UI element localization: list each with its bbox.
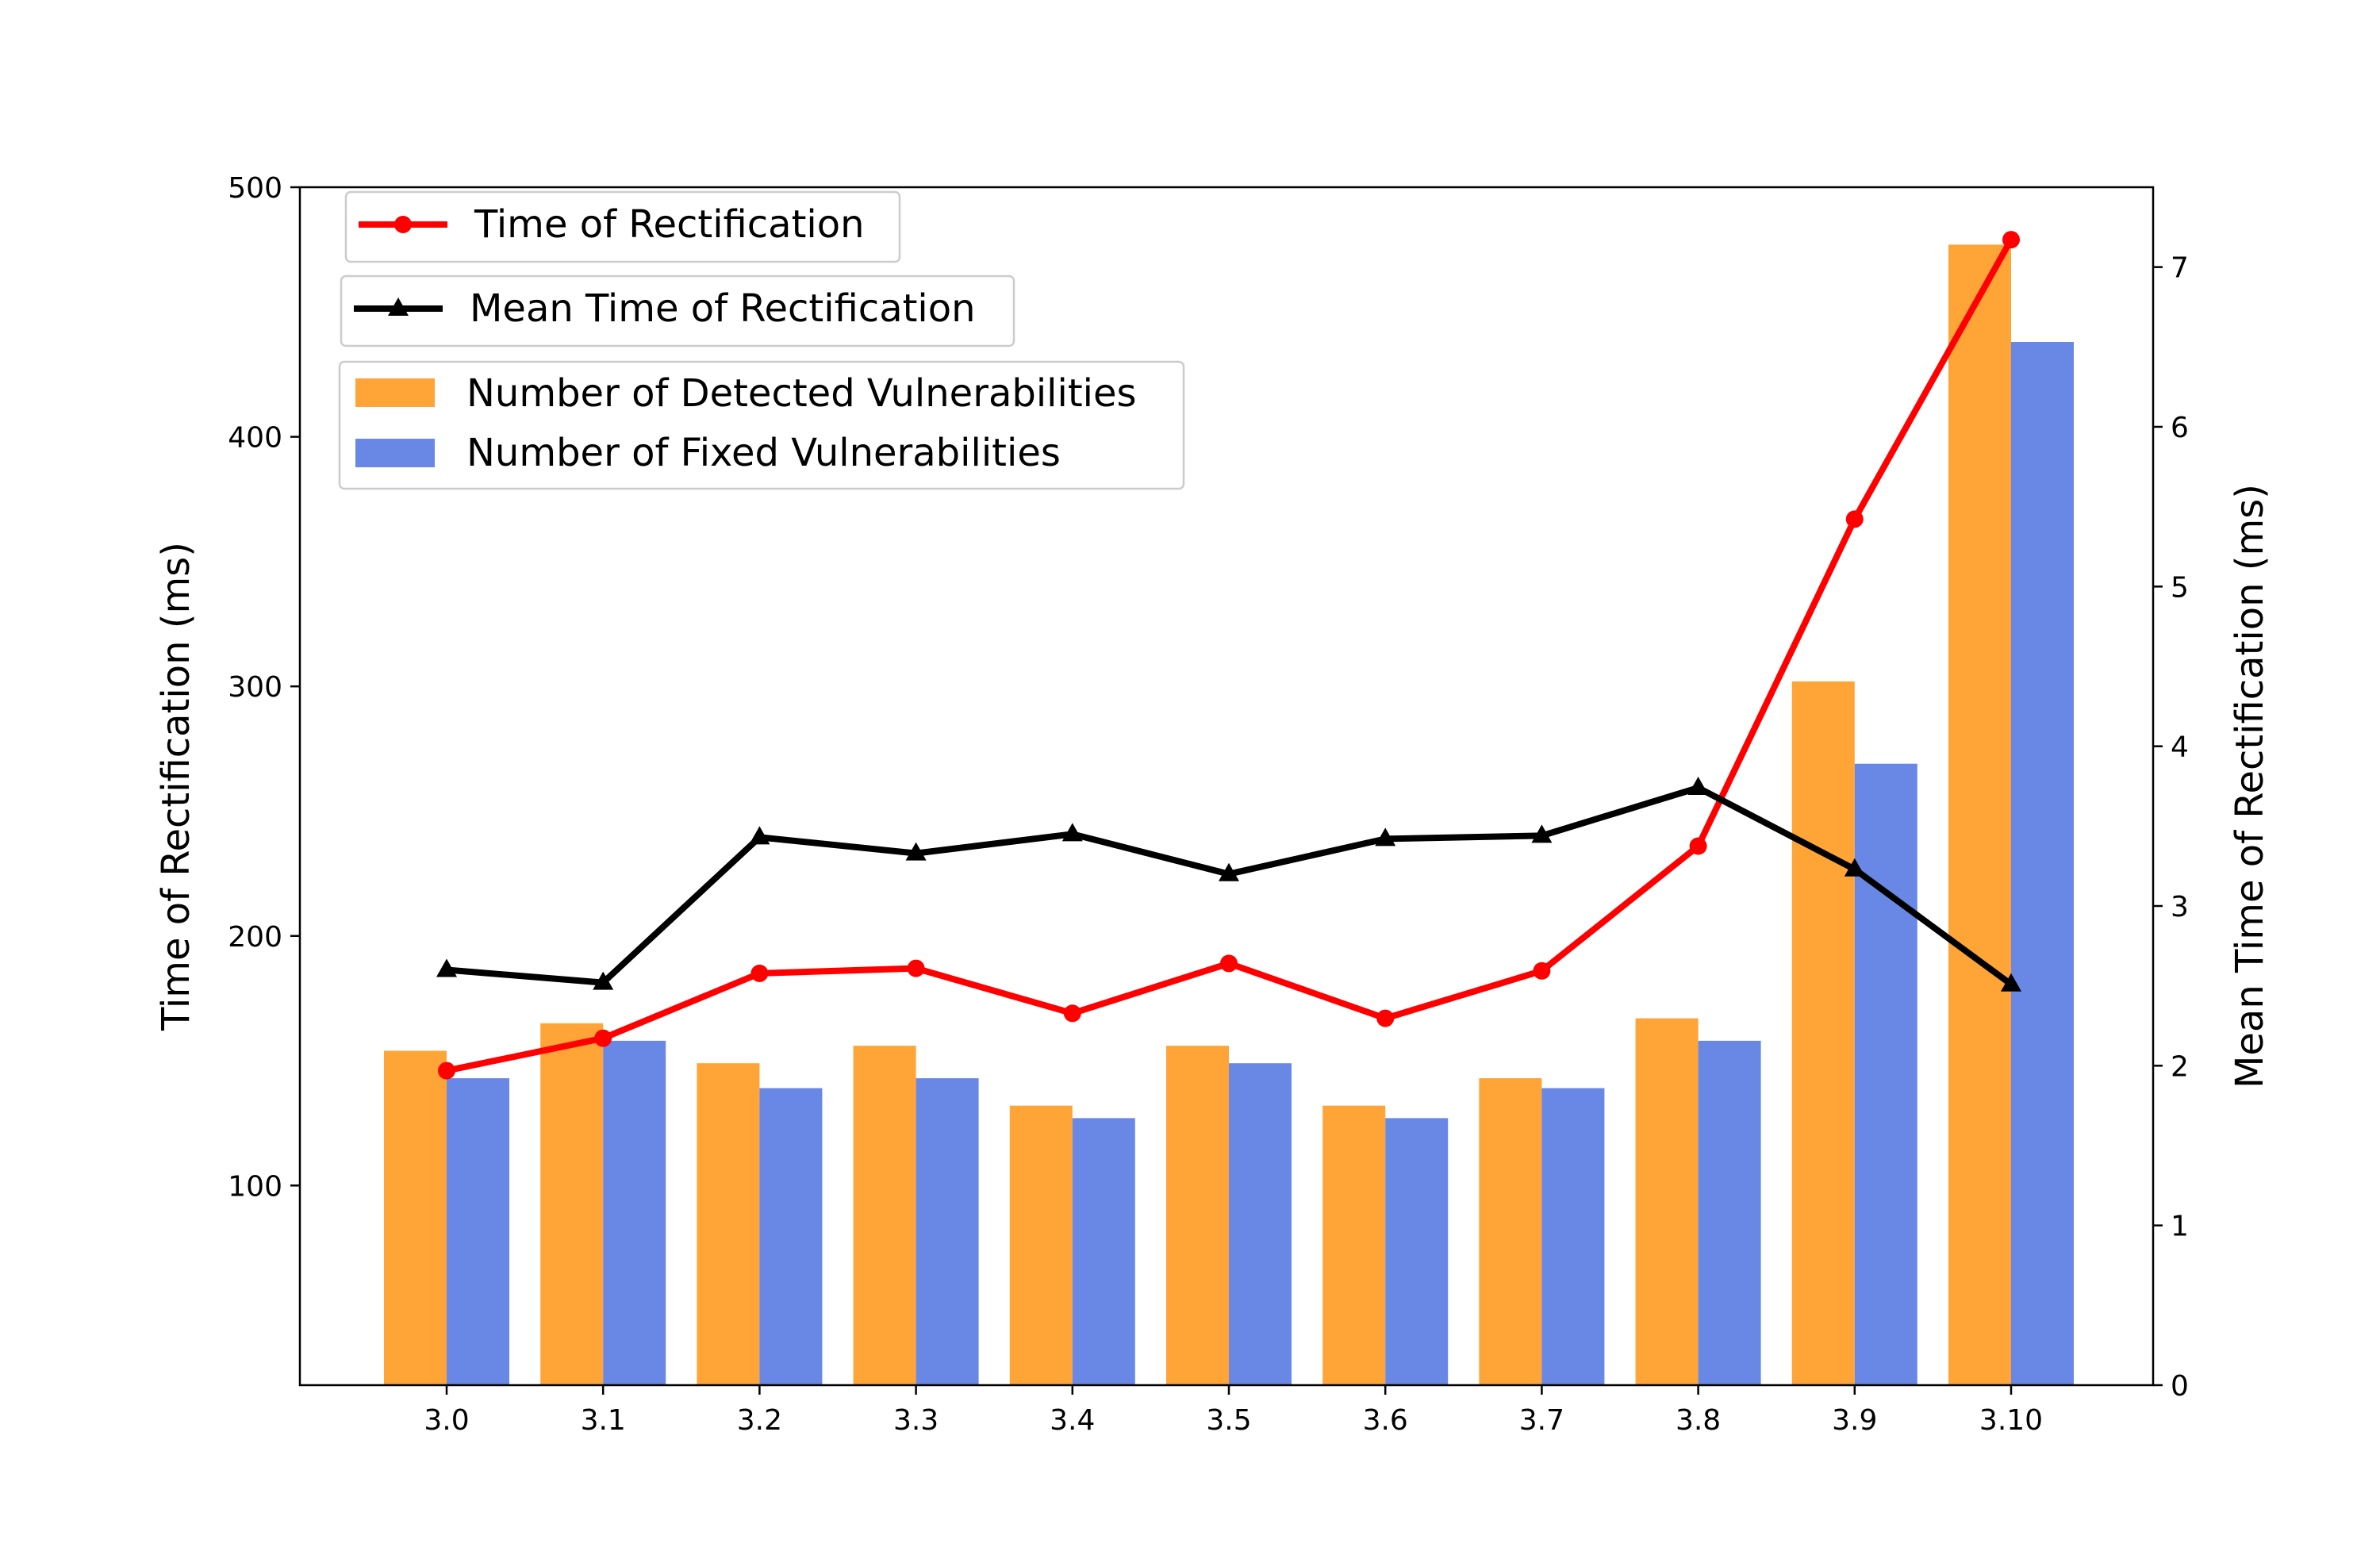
- point-time-3.1: [594, 1029, 612, 1047]
- x-tick-label-3.10: 3.10: [1979, 1404, 2043, 1437]
- point-time-3.6: [1376, 1009, 1395, 1027]
- y-tick-label-200: 200: [228, 921, 282, 954]
- bar-detected-3.1: [540, 1023, 604, 1385]
- y-tick-label-100: 100: [228, 1170, 282, 1203]
- bar-detected-3.9: [1791, 681, 1855, 1385]
- y2-tick-label-2: 2: [2171, 1050, 2189, 1083]
- bar-detected-3.7: [1479, 1078, 1542, 1385]
- point-mean-3.9: [1844, 858, 1865, 877]
- y2-tick-label-3: 3: [2171, 891, 2189, 923]
- point-mean-3.4: [1061, 823, 1083, 842]
- y-tick-label-300: 300: [228, 671, 282, 704]
- legend-time-of-rectification: Time of Rectification: [344, 190, 901, 263]
- point-time-3.4: [1063, 1004, 1081, 1023]
- y-tick-label-500: 500: [228, 172, 282, 205]
- legend-frame-2: [340, 274, 1015, 347]
- bar-detected-3.0: [384, 1050, 447, 1385]
- bar-fixed-3.3: [916, 1078, 979, 1385]
- point-time-3.10: [2002, 231, 2020, 249]
- bar-fixed-3.6: [1385, 1118, 1449, 1385]
- point-time-3.0: [438, 1061, 455, 1080]
- bar-fixed-3.5: [1229, 1063, 1292, 1385]
- y2-tick-label-4: 4: [2171, 731, 2189, 764]
- bar-detected-3.6: [1322, 1105, 1386, 1385]
- legend-vulnerabilities: Number of Detected Vulnerabilities Numbe…: [338, 360, 1185, 490]
- x-tick-label-3.2: 3.2: [737, 1404, 782, 1437]
- point-mean-3.6: [1375, 827, 1396, 846]
- x-tick-label-3.3: 3.3: [893, 1404, 939, 1437]
- x-tick-label-3.4: 3.4: [1050, 1404, 1095, 1437]
- y2-tick-label-6: 6: [2171, 412, 2189, 444]
- point-mean-3.10: [2001, 973, 2021, 992]
- bar-detected-3.5: [1166, 1046, 1229, 1385]
- point-mean-3.8: [1687, 777, 1709, 795]
- x-axis: 3.0 3.1 3.2 3.3 3.4 3.5 3.6 3.7 3.8 3.9 3.10: [424, 1385, 2043, 1437]
- y-axis-right: 0 1 2 3 4 5 6 7: [2153, 252, 2189, 1403]
- point-time-3.3: [907, 959, 925, 977]
- point-time-3.2: [750, 964, 769, 982]
- bar-fixed-3.8: [1698, 1040, 1761, 1385]
- bar-detected-3.4: [1009, 1105, 1073, 1385]
- bar-fixed-3.9: [1854, 763, 1917, 1385]
- legend-label-time: Time of Rectification: [474, 202, 865, 247]
- legend-frame-1: [344, 190, 901, 263]
- legend-swatch-fixed: [355, 439, 435, 467]
- bar-detected-3.3: [853, 1046, 916, 1385]
- x-tick-label-3.9: 3.9: [1832, 1404, 1877, 1437]
- bar-fixed-3.7: [1541, 1088, 1605, 1385]
- y2-tick-label-7: 7: [2171, 252, 2189, 285]
- point-time-3.9: [1845, 510, 1864, 528]
- point-mean-3.1: [593, 971, 614, 990]
- point-mean-3.5: [1219, 862, 1239, 881]
- x-tick-label-3.7: 3.7: [1519, 1404, 1564, 1437]
- x-tick-label-3.8: 3.8: [1676, 1404, 1721, 1437]
- y2-tick-label-1: 1: [2171, 1211, 2189, 1243]
- y2-tick-label-0: 0: [2171, 1370, 2189, 1403]
- x-tick-label-3.1: 3.1: [581, 1404, 626, 1437]
- legend-label-detected: Number of Detected Vulnerabilities: [466, 371, 1137, 416]
- bars-layer: [384, 244, 2074, 1385]
- y-tick-label-400: 400: [228, 422, 282, 455]
- legend-label-mean: Mean Time of Rectification: [470, 286, 976, 331]
- y2-axis-title: Mean Time of Rectification (ms): [2228, 484, 2272, 1088]
- point-time-3.7: [1533, 962, 1551, 980]
- legend-marker-circle: [394, 216, 412, 233]
- point-time-3.8: [1689, 837, 1707, 855]
- y-axis-left: 100 200 300 400 500: [228, 172, 300, 1203]
- legend-frame-3: [338, 360, 1185, 490]
- bar-detected-3.10: [1948, 244, 2011, 1385]
- x-tick-label-3.6: 3.6: [1363, 1404, 1408, 1437]
- bar-fixed-3.2: [759, 1088, 823, 1385]
- point-mean-3.3: [905, 842, 927, 861]
- point-mean-3.0: [436, 958, 457, 977]
- point-mean-3.2: [749, 826, 770, 845]
- plot-frame: [298, 186, 2155, 1387]
- bar-fixed-3.10: [2011, 342, 2074, 1385]
- bar-detected-3.8: [1635, 1018, 1699, 1385]
- bar-fixed-3.1: [603, 1040, 666, 1385]
- point-time-3.5: [1220, 954, 1238, 973]
- legend-mean-time-of-rectification: Mean Time of Rectification: [340, 274, 1015, 347]
- y-axis-title: Time of Rectification (ms): [154, 542, 198, 1031]
- point-mean-3.7: [1531, 824, 1553, 843]
- bar-fixed-3.0: [447, 1078, 509, 1385]
- lines-layer: [436, 231, 2021, 1080]
- bar-fixed-3.4: [1072, 1118, 1135, 1385]
- legend-label-fixed: Number of Fixed Vulnerabilities: [466, 431, 1061, 475]
- legend-marker-triangle: [388, 298, 409, 316]
- y2-tick-label-5: 5: [2171, 571, 2189, 604]
- bar-detected-3.2: [697, 1063, 760, 1385]
- x-tick-label-3.0: 3.0: [424, 1404, 469, 1437]
- legend-swatch-detected: [355, 378, 435, 407]
- x-tick-label-3.5: 3.5: [1206, 1404, 1251, 1437]
